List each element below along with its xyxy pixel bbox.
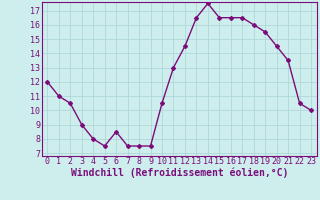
X-axis label: Windchill (Refroidissement éolien,°C): Windchill (Refroidissement éolien,°C) [70,168,288,178]
